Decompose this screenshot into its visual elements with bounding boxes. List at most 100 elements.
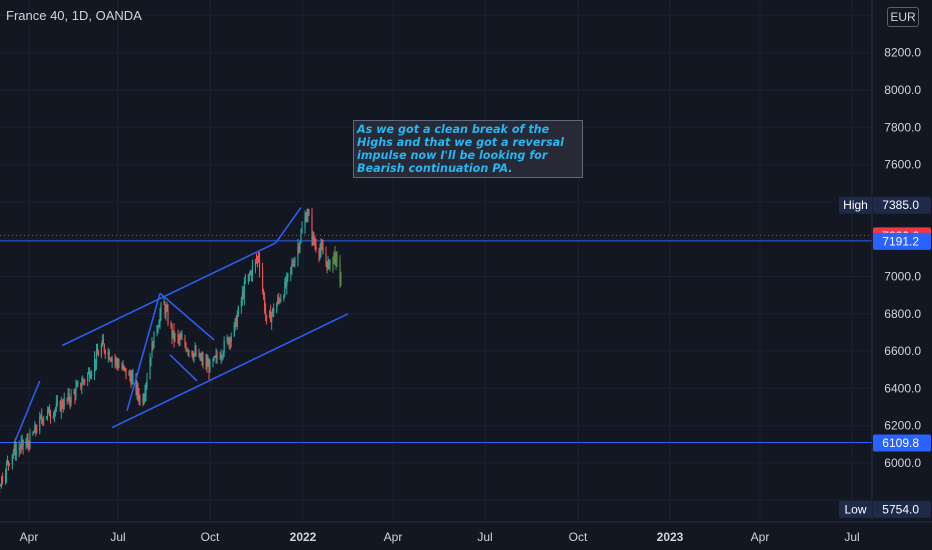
candle xyxy=(143,393,145,406)
time-axis: Apr Jul Oct 2022 Apr Jul Oct 2023 Apr Jul xyxy=(0,521,932,550)
candle-body xyxy=(329,261,331,271)
candle xyxy=(124,367,126,372)
candle xyxy=(328,259,330,270)
candle xyxy=(215,347,217,364)
candle-body xyxy=(153,331,155,349)
candle xyxy=(205,353,207,370)
candle-body xyxy=(94,359,97,364)
candle-body xyxy=(263,296,266,311)
candle xyxy=(185,342,187,353)
candle xyxy=(36,424,38,434)
candle-body xyxy=(35,425,37,431)
candle xyxy=(206,353,208,373)
candle-body xyxy=(139,397,141,401)
annotation-text: As we got a clean break of the Highs and… xyxy=(357,123,564,175)
price-marker: 5754.0 Low xyxy=(839,500,931,518)
time-tick-label: Oct xyxy=(569,530,588,544)
candle-body xyxy=(62,406,64,408)
candle xyxy=(264,302,267,322)
candle-body xyxy=(90,372,93,376)
candle xyxy=(48,404,51,417)
candle xyxy=(53,409,56,423)
candle-body xyxy=(177,334,179,337)
candle-body xyxy=(40,415,42,417)
candle-body xyxy=(294,258,296,265)
candle-body xyxy=(138,394,140,401)
candle-body xyxy=(213,356,215,360)
candle-body xyxy=(67,393,69,399)
candle xyxy=(263,292,266,315)
candle-body xyxy=(132,375,134,377)
candle xyxy=(100,342,102,359)
candle xyxy=(40,414,42,420)
candle xyxy=(97,349,100,357)
time-tick-label: Jul xyxy=(844,530,859,544)
candle xyxy=(280,293,282,303)
annotation-box[interactable]: As we got a clean break of the Highs and… xyxy=(353,120,583,178)
candle xyxy=(7,460,10,471)
candle-body xyxy=(257,257,260,259)
candle-body xyxy=(167,309,169,324)
candle xyxy=(125,368,127,380)
candle-body xyxy=(199,353,201,360)
price-tick-label: 6600.0 xyxy=(884,344,921,358)
candle xyxy=(122,360,124,371)
candle-body xyxy=(200,358,202,360)
candle xyxy=(244,273,246,284)
candle xyxy=(180,332,182,340)
candle xyxy=(157,325,159,334)
candle-body xyxy=(276,304,278,313)
candle-body xyxy=(109,359,111,361)
candle xyxy=(69,397,71,410)
candle xyxy=(102,333,104,345)
candle xyxy=(139,394,141,406)
candle-body xyxy=(207,363,209,367)
price-tick-label: 7600.0 xyxy=(884,158,921,172)
candle-body xyxy=(205,361,207,364)
price-tick-label: 6800.0 xyxy=(884,307,921,321)
candle xyxy=(315,238,317,253)
candle xyxy=(83,378,85,385)
candle-body xyxy=(25,443,27,447)
candle xyxy=(339,255,341,289)
candle xyxy=(108,349,110,360)
candle xyxy=(167,304,169,327)
candle-body xyxy=(156,329,158,332)
candle-body xyxy=(76,384,78,388)
candle xyxy=(195,344,197,357)
time-tick-label: Apr xyxy=(751,530,770,544)
candle-body xyxy=(291,263,293,268)
candle-body xyxy=(307,212,309,215)
candle xyxy=(286,272,288,295)
candle-body xyxy=(20,443,22,449)
candle-body xyxy=(82,379,84,385)
candle-body xyxy=(28,443,30,449)
candle-body xyxy=(188,350,190,352)
price-marker-value: 7385.0 xyxy=(882,198,919,212)
candle xyxy=(88,367,90,375)
candle xyxy=(291,257,293,275)
candle xyxy=(255,253,258,264)
candle-body xyxy=(165,309,167,315)
candle-body xyxy=(284,281,286,297)
price-marker-label: High xyxy=(843,198,868,212)
candle xyxy=(256,255,259,268)
candle-body xyxy=(166,309,168,311)
candle xyxy=(90,370,92,379)
candle-body xyxy=(255,259,258,261)
candle-body xyxy=(115,359,117,362)
candle xyxy=(262,288,265,301)
price-tick-label: 8200.0 xyxy=(884,46,921,60)
currency-button[interactable]: EUR xyxy=(887,7,919,27)
time-tick-label: Jul xyxy=(477,530,492,544)
candle-body xyxy=(77,382,79,385)
candle-body xyxy=(191,350,193,356)
candle-body xyxy=(319,250,321,256)
candle-body xyxy=(185,345,187,351)
candle-body xyxy=(271,314,273,322)
candle xyxy=(301,221,303,234)
candle xyxy=(276,301,278,314)
candle xyxy=(172,330,174,339)
price-marker: 7191.2 xyxy=(873,232,931,250)
